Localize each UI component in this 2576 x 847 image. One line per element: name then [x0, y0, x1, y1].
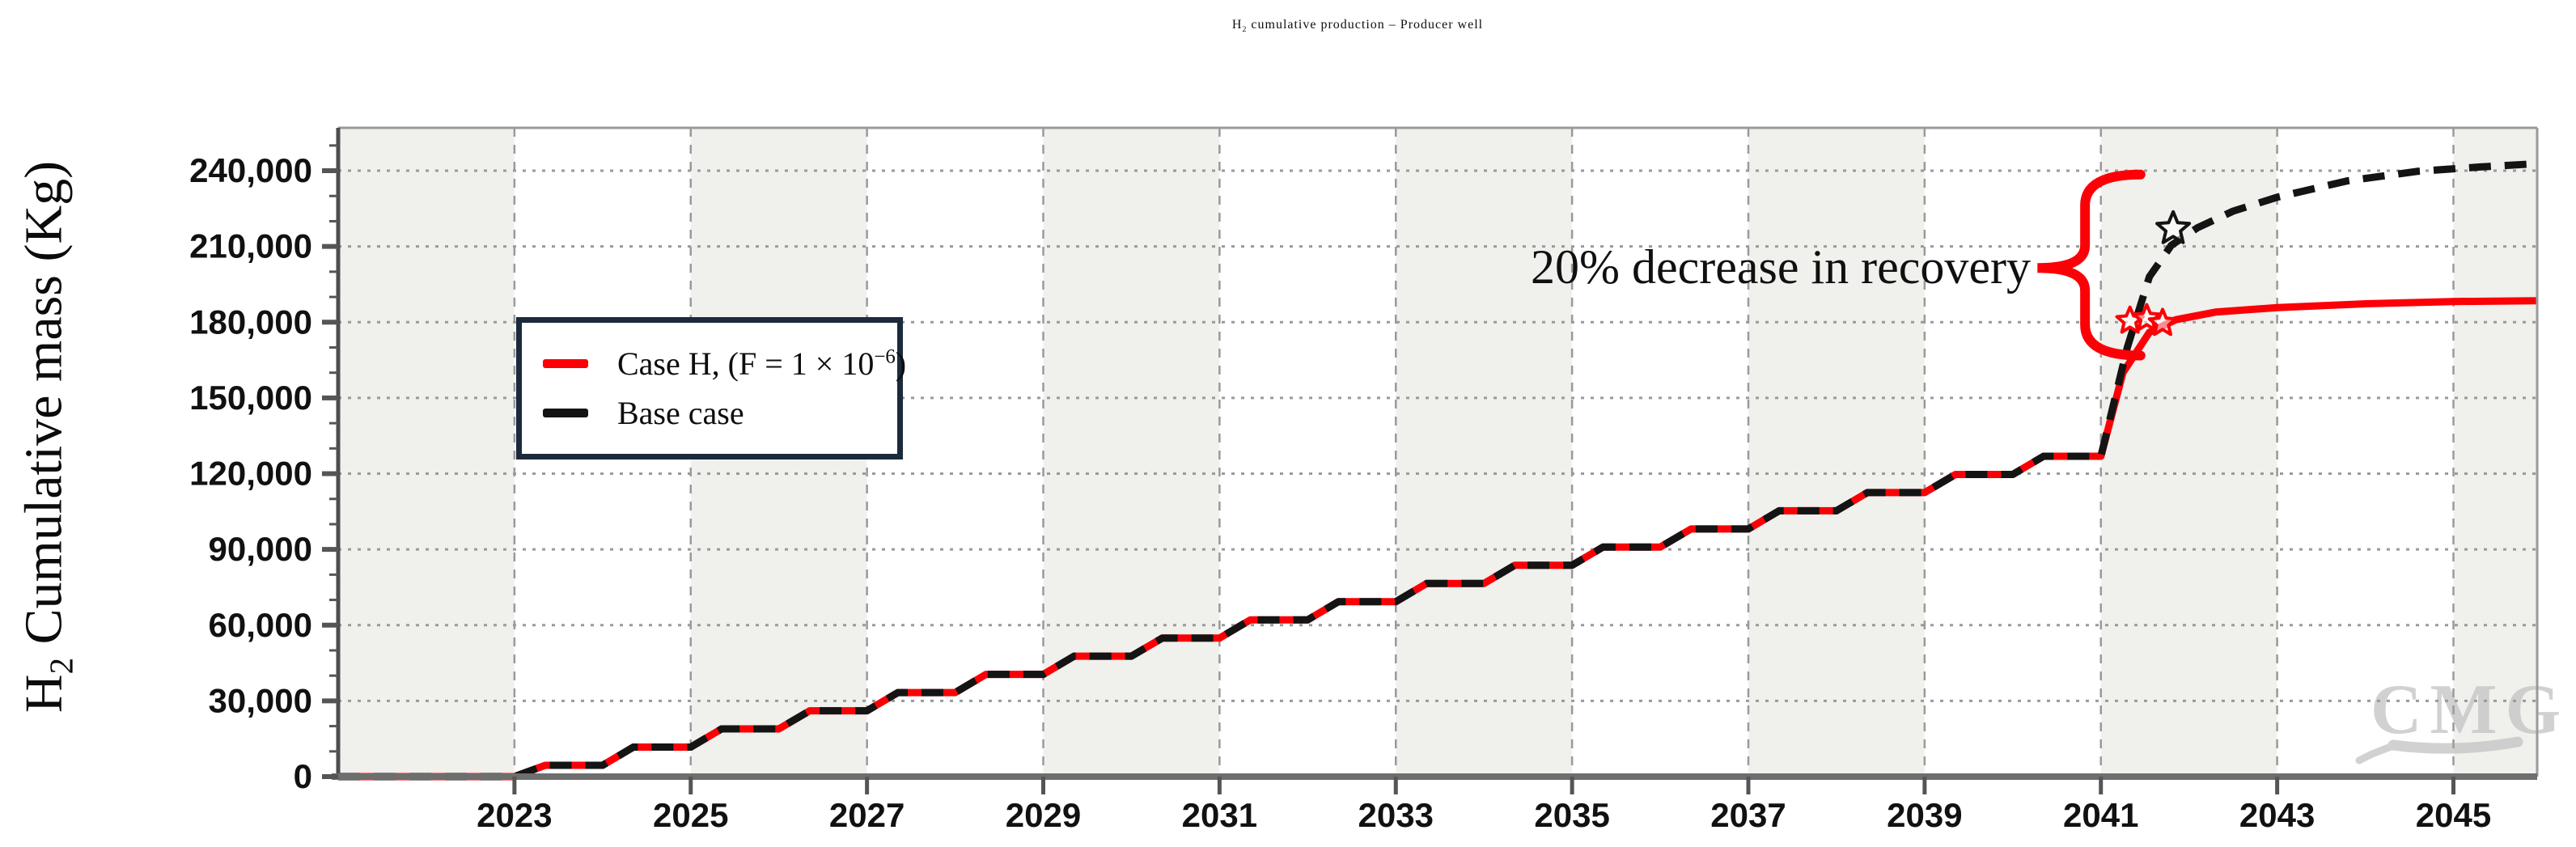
legend-label-base-case: Base case — [617, 394, 744, 432]
x-tick-label: 2041 — [2063, 796, 2138, 834]
y-tick-label: 0 — [294, 757, 312, 795]
legend-swatch-case-h — [543, 359, 588, 368]
legend-label-case-h-exponent: −6 — [874, 345, 896, 368]
band — [2453, 128, 2537, 777]
data-series — [338, 159, 2538, 781]
cmg-watermark-swoosh — [2387, 736, 2523, 754]
band — [1043, 128, 1220, 777]
x-tick-label: 2043 — [2239, 796, 2315, 834]
base-case-star-marker — [2155, 210, 2192, 244]
gridlines — [338, 128, 2537, 777]
y-axis-title-rest: Cumulative mass (Kg) — [14, 160, 74, 658]
y-tick-label: 180,000 — [189, 303, 312, 341]
legend-label-case-h: Case H, (F = 1 × 10−6) — [617, 345, 906, 383]
x-tick-label: 2033 — [1358, 796, 1434, 834]
chart-title-subscript: 2 — [1242, 25, 1248, 35]
x-tick-label: 2037 — [1710, 796, 1786, 834]
band — [2277, 128, 2454, 777]
legend-item-base-case: Base case — [543, 394, 889, 432]
cmg-watermark-text: CMG — [2371, 671, 2569, 749]
chart-title: H2 cumulative production – Producer well — [338, 18, 2377, 34]
band — [338, 128, 515, 777]
axes-and-ticks — [322, 126, 2539, 794]
y-axis-title: H2 Cumulative mass (Kg) — [13, 161, 80, 713]
legend-box: Case H, (F = 1 × 10−6) Base case — [516, 317, 906, 459]
annotation-text: 20% decrease in recovery — [1531, 240, 2031, 294]
cmg-watermark-tail — [2355, 741, 2399, 764]
y-tick-label: 210,000 — [189, 227, 312, 265]
background-bands — [338, 128, 2537, 777]
legend-label-case-h-main: Case H, (F = 1 × 10 — [617, 345, 875, 382]
y-tick-label: 90,000 — [209, 530, 312, 568]
x-tick-label: 2035 — [1534, 796, 1609, 834]
band — [1396, 128, 1573, 777]
band — [1748, 128, 1925, 777]
series-markers — [2115, 210, 2192, 337]
x-tick-label: 2031 — [1182, 796, 1257, 834]
y-tick-label: 240,000 — [189, 151, 312, 189]
x-tick-label: 2039 — [1887, 796, 1962, 834]
band — [1219, 128, 1396, 777]
band — [2100, 128, 2277, 777]
x-tick-label: 2045 — [2416, 796, 2491, 834]
x-tick-label: 2029 — [1006, 796, 1081, 834]
x-tick-label: 2027 — [829, 796, 905, 834]
y-tick-label: 60,000 — [209, 606, 312, 644]
y-tick-label: 30,000 — [209, 681, 312, 719]
band — [1572, 128, 1749, 777]
legend-item-case-h: Case H, (F = 1 × 10−6) — [543, 345, 906, 383]
band — [1924, 128, 2101, 777]
case-h-star-marker — [2147, 307, 2178, 337]
y-tick-label: 120,000 — [189, 455, 312, 493]
y-axis-title-prefix: H — [14, 674, 74, 714]
legend-label-case-h-close: ) — [895, 345, 907, 382]
x-tick-label: 2025 — [653, 796, 728, 834]
legend-swatch-base-case — [543, 409, 588, 417]
y-tick-label: 150,000 — [189, 379, 312, 417]
series-base-case-line — [338, 159, 2538, 781]
x-tick-label: 2023 — [477, 796, 552, 834]
tick-labels: 2023 2025 2027 2029 2031 2033 2035 2037 2039 2041… — [189, 151, 2491, 834]
cmg-watermark: CMG — [2355, 671, 2569, 764]
chart-title-prefix: H — [1231, 18, 1243, 32]
chart-title-rest: cumulative production – Producer well — [1247, 18, 1484, 32]
legend-label-base-case-main: Base case — [617, 395, 744, 431]
y-axis-title-subscript: 2 — [43, 657, 80, 675]
